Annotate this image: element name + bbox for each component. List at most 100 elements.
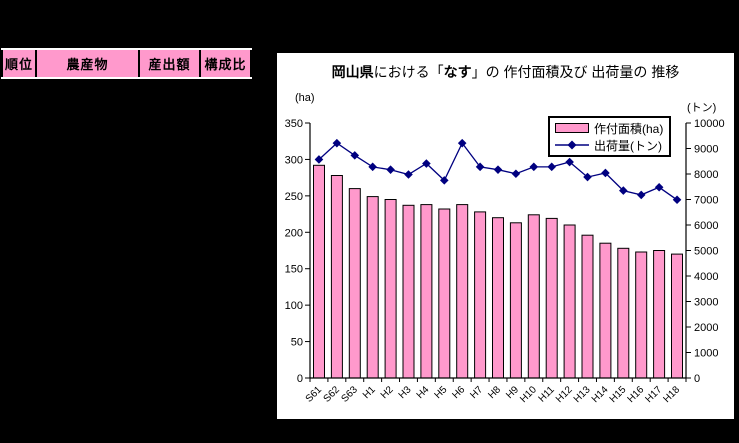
chart-title-mid2: 」の 作付面積及び 出荷量の 推移 — [471, 64, 680, 80]
left-tick-label: 350 — [285, 118, 303, 130]
data-point-H1 — [368, 162, 377, 172]
bar-H17 — [653, 250, 666, 379]
right-tick-label: 8000 — [694, 169, 718, 181]
legend-area-label: 作付面積(ha) — [594, 121, 664, 136]
x-category-label-S63: S63 — [340, 384, 361, 405]
data-point-H12 — [565, 157, 574, 167]
bar-S61 — [313, 164, 325, 379]
legend-diamond-icon — [567, 140, 577, 150]
left-tick-label: 300 — [285, 154, 303, 166]
x-category-label-H17: H17 — [644, 384, 665, 405]
bar-H16 — [635, 251, 648, 379]
data-point-H9 — [511, 169, 521, 179]
bar-H3 — [402, 204, 415, 379]
right-tick-label: 5000 — [694, 246, 718, 258]
right-tick-label: 9000 — [694, 144, 718, 156]
rank-table-header-share: 構成比 — [199, 50, 252, 77]
x-category-label-H12: H12 — [554, 384, 575, 405]
x-category-label-H14: H14 — [590, 384, 611, 405]
data-point-H13 — [583, 172, 592, 182]
rank-table-header-product: 農産物 — [35, 50, 138, 77]
chart-panel: 岡山県における「なす」の 作付面積及び 出荷量の 推移 (ha) (トン) 0 5… — [277, 53, 734, 419]
bar-S63 — [348, 188, 361, 379]
x-category-label-H15: H15 — [608, 384, 629, 405]
left-tick-label: 50 — [291, 337, 303, 349]
data-point-H16 — [636, 190, 646, 200]
data-point-H3 — [404, 170, 413, 179]
right-tick-label: 6000 — [694, 220, 718, 232]
x-category-label-H5: H5 — [433, 384, 450, 401]
left-tick-label: 250 — [285, 191, 303, 203]
bar-H12 — [563, 224, 576, 379]
chart-legend: 作付面積(ha) 出荷量(トン) — [548, 116, 672, 157]
area-bars-group — [313, 164, 683, 379]
left-tick-label: 0 — [297, 373, 303, 385]
rank-table-header-rank: 順位 — [1, 50, 35, 77]
bar-H14 — [599, 242, 612, 379]
data-point-H10 — [529, 162, 539, 172]
x-category-label-H4: H4 — [415, 384, 432, 401]
data-point-H6 — [457, 138, 467, 148]
x-category-label-H16: H16 — [626, 384, 647, 405]
left-tick-label: 150 — [285, 264, 303, 276]
rank-table-header-output: 産出額 — [138, 50, 199, 77]
right-tick-label: 0 — [694, 373, 700, 385]
x-category-label-H7: H7 — [468, 384, 485, 401]
data-point-H5 — [439, 176, 449, 185]
bar-H13 — [581, 234, 594, 379]
bar-H2 — [384, 199, 397, 379]
chart-title-prefecture: 岡山県 — [331, 64, 374, 80]
right-tick-label: 2000 — [694, 322, 718, 334]
bar-H10 — [527, 214, 540, 379]
left-axis-unit-label: (ha) — [295, 92, 315, 104]
data-point-H2 — [386, 165, 395, 174]
x-category-label-H18: H18 — [661, 384, 682, 405]
legend-entry-area: 作付面積(ha) — [555, 120, 663, 136]
left-tick-label: 200 — [285, 227, 303, 239]
left-tick-label: 100 — [285, 300, 303, 312]
bar-H4 — [420, 204, 433, 379]
chart-title: 岡山県における「なす」の 作付面積及び 出荷量の 推移 — [277, 62, 734, 82]
chart-plot-area: 0 50 100 150 200 250 300 350 0 1000 2000 3000 4000 50… — [285, 118, 725, 405]
legend-entry-shipment: 出荷量(トン) — [555, 137, 663, 153]
data-point-H15 — [619, 186, 628, 195]
right-tick-label: 10000 — [694, 118, 725, 130]
chart-title-mid1: における「 — [373, 64, 444, 80]
right-axis-unit-label: (トン) — [687, 102, 717, 114]
data-point-H11 — [547, 162, 557, 172]
bar-H11 — [545, 217, 558, 379]
data-point-H8 — [493, 165, 503, 174]
bar-H5 — [438, 208, 451, 379]
x-category-label-S62: S62 — [322, 384, 343, 405]
bar-H18 — [671, 253, 683, 379]
bar-H8 — [492, 217, 504, 379]
x-category-label-H13: H13 — [572, 384, 593, 405]
legend-shipment-label: 出荷量(トン) — [594, 138, 662, 153]
bar-H6 — [456, 204, 469, 379]
x-category-label-H10: H10 — [518, 384, 539, 405]
right-tick-label: 7000 — [694, 195, 718, 207]
x-category-label-S61: S61 — [304, 384, 325, 405]
chart-title-crop: なす — [443, 64, 472, 80]
x-category-label-H3: H3 — [397, 384, 414, 401]
x-category-label-H6: H6 — [450, 384, 467, 401]
bar-H9 — [509, 222, 522, 379]
x-category-label-H1: H1 — [361, 384, 378, 401]
data-point-S63 — [350, 151, 360, 160]
bar-H15 — [617, 247, 630, 379]
x-category-label-H2: H2 — [379, 384, 396, 401]
data-point-H4 — [422, 159, 431, 168]
rank-table-header: 順位 農産物 産出額 構成比 — [1, 48, 252, 79]
data-point-H17 — [654, 182, 664, 192]
right-tick-label: 4000 — [694, 271, 718, 283]
legend-shipment-swatch — [555, 140, 589, 150]
bar-H7 — [474, 211, 487, 379]
bar-H1 — [366, 196, 379, 379]
right-tick-label: 1000 — [694, 348, 718, 360]
x-category-label-H11: H11 — [537, 384, 558, 405]
x-category-label-H8: H8 — [486, 384, 503, 401]
bar-S62 — [330, 175, 343, 379]
right-tick-label: 3000 — [694, 297, 718, 309]
data-point-H18 — [672, 195, 682, 205]
